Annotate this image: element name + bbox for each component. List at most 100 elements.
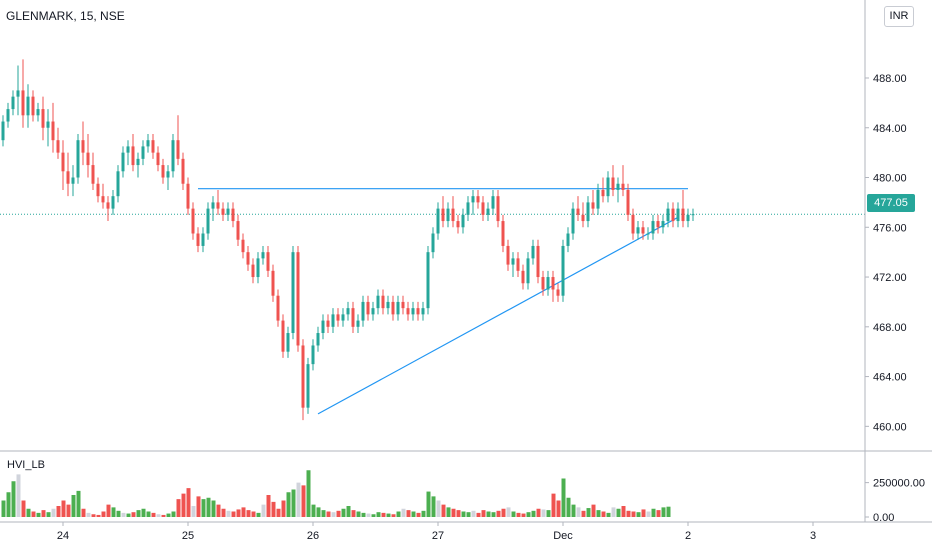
volume-bar — [646, 511, 651, 517]
volume-bar — [586, 508, 591, 517]
candle-body — [361, 301, 365, 321]
currency-badge[interactable]: INR — [884, 6, 914, 27]
candle-body — [406, 308, 410, 315]
volume-bar — [641, 509, 646, 517]
volume-bar — [1, 500, 6, 517]
candle-body — [466, 202, 470, 215]
candle-body — [651, 221, 655, 234]
volume-bar — [76, 490, 81, 517]
volume-bar — [571, 504, 576, 517]
candle-body — [1, 121, 5, 141]
volume-bar — [206, 497, 211, 517]
candle-body — [431, 233, 435, 253]
time-tick-label: 26 — [307, 530, 319, 542]
volume-bar — [326, 511, 331, 517]
candle-body — [566, 233, 570, 246]
candle-body — [271, 270, 275, 296]
volume-bar — [161, 514, 166, 517]
volume-bar — [416, 512, 421, 517]
candle-body — [156, 152, 160, 166]
candle-body — [561, 245, 565, 296]
volume-bar — [651, 508, 656, 517]
candle-body — [636, 227, 640, 234]
volume-bar — [611, 507, 616, 517]
candle-body — [456, 221, 460, 228]
volume-bar — [441, 504, 446, 517]
volume-bar — [26, 508, 31, 517]
candle-body — [676, 208, 680, 222]
candle-body — [596, 189, 600, 209]
candle-body — [231, 208, 235, 222]
candle-body — [491, 196, 495, 209]
time-tick-label: 24 — [57, 530, 69, 542]
candle-body — [551, 277, 555, 290]
volume-bar — [151, 512, 156, 517]
volume-bar — [136, 510, 141, 517]
candle-body — [116, 171, 120, 197]
candle-body — [221, 208, 225, 215]
volume-bar — [626, 510, 631, 517]
volume-bar — [266, 495, 271, 517]
candle-body — [186, 183, 190, 209]
candle-body — [631, 214, 635, 234]
volume-bar — [241, 507, 246, 517]
candle-body — [106, 202, 110, 209]
candle-body — [171, 140, 175, 172]
price-tick-label: 468.00 — [873, 322, 907, 334]
candle-body — [246, 252, 250, 265]
candle-body — [481, 202, 485, 215]
volume-bar — [426, 491, 431, 517]
volume-bar — [56, 506, 61, 517]
volume-bar — [11, 481, 16, 517]
volume-bar — [436, 500, 441, 517]
candle-body — [146, 140, 150, 147]
candle-body — [16, 90, 20, 97]
volume-bar — [621, 506, 626, 517]
candle-body — [161, 165, 165, 178]
candle-body — [521, 270, 525, 284]
volume-bar — [6, 492, 11, 517]
volume-bar — [66, 504, 71, 517]
volume-bar — [346, 506, 351, 517]
time-tick-label: 2 — [685, 530, 691, 542]
volume-bar — [581, 510, 586, 517]
volume-bar — [121, 512, 126, 517]
candle-body — [416, 308, 420, 315]
candle-body — [141, 146, 145, 159]
candle-body — [486, 208, 490, 215]
candle-body — [176, 140, 180, 159]
candle-body — [396, 301, 400, 315]
time-tick-label: 3 — [810, 530, 816, 542]
volume-bar — [541, 509, 546, 517]
volume-bar — [516, 512, 521, 517]
candle-body — [56, 140, 60, 153]
candle-body — [606, 177, 610, 197]
candle-body — [61, 152, 65, 172]
candle-body — [461, 214, 465, 228]
candle-body — [426, 252, 430, 309]
candle-body — [226, 208, 230, 215]
volume-tick-label: 0.00 — [873, 512, 894, 524]
volume-bar — [396, 511, 401, 517]
volume-bar — [371, 514, 376, 517]
candle-body — [661, 221, 665, 228]
volume-bar — [216, 504, 221, 517]
candle-body — [241, 239, 245, 253]
candle-body — [256, 258, 260, 278]
price-tick-label: 476.00 — [873, 222, 907, 234]
candle-body — [536, 245, 540, 278]
volume-bar — [86, 512, 91, 517]
volume-bar — [36, 512, 41, 517]
volume-bar — [141, 508, 146, 517]
candle-body — [666, 208, 670, 222]
candle-body — [686, 214, 690, 222]
candle-body — [516, 258, 520, 271]
candle-body — [266, 252, 270, 271]
candle-body — [436, 208, 440, 234]
candle-body — [336, 314, 340, 321]
volume-bar — [61, 500, 66, 517]
chart-title: GLENMARK, 15, NSE — [6, 9, 125, 23]
volume-bar — [341, 508, 346, 517]
volume-bar — [91, 514, 96, 517]
volume-bar — [231, 511, 236, 517]
